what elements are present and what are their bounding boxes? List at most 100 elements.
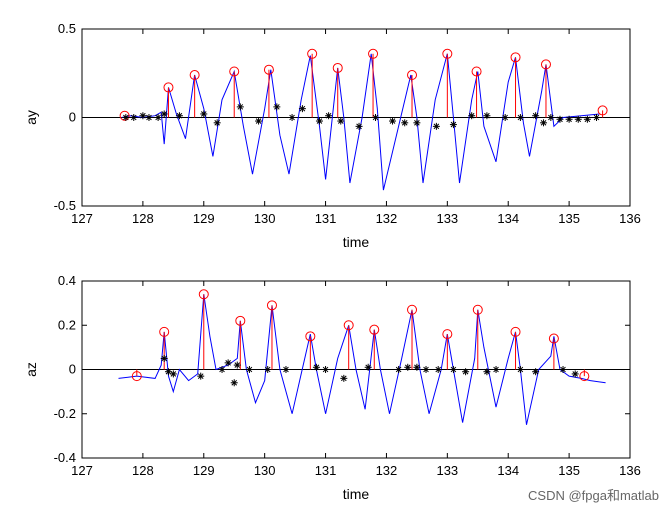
- star-marker: [340, 374, 348, 382]
- peak-marker: [305, 331, 316, 342]
- y-tick-label: -0.4: [54, 450, 76, 465]
- subplot-2: 127 128 129 130 131 132 133 134 135 136 -0.4 -0.2 0 0…: [23, 273, 641, 502]
- peak-marker: [159, 326, 170, 337]
- x-tick-label: 130: [254, 211, 276, 226]
- peak-marker: [548, 333, 559, 344]
- star-marker: [218, 366, 226, 373]
- star-marker: [468, 112, 476, 120]
- star-marker: [501, 114, 509, 121]
- x-tick-label: 136: [619, 463, 641, 478]
- star-marker: [139, 112, 147, 120]
- star-marker: [547, 114, 555, 121]
- x-tick-label: 132: [376, 211, 398, 226]
- x-tick-label: 133: [436, 211, 458, 226]
- x-tick-label: 134: [497, 463, 519, 478]
- star-marker: [559, 366, 567, 373]
- y-tick-label: 0.5: [58, 21, 76, 36]
- x-tick-label: 133: [436, 463, 458, 478]
- x-tick-label: 131: [315, 211, 337, 226]
- y-tick-label: 0.2: [58, 317, 76, 332]
- star-marker: [213, 119, 221, 127]
- star-marker: [197, 372, 205, 380]
- y-tick-label: 0: [69, 110, 76, 125]
- x-tick-label: 135: [558, 211, 580, 226]
- star-marker: [483, 368, 491, 376]
- peak-marker: [407, 304, 418, 315]
- star-marker: [312, 363, 320, 371]
- star-marker: [404, 363, 412, 371]
- peak-marker: [579, 371, 590, 382]
- y-tick-label: -0.2: [54, 406, 76, 421]
- star-marker: [236, 103, 244, 111]
- star-marker: [532, 368, 540, 376]
- star-marker: [145, 114, 153, 121]
- star-marker: [315, 117, 323, 125]
- star-marker: [175, 112, 183, 120]
- star-marker: [492, 366, 500, 373]
- star-marker: [337, 117, 345, 125]
- star-marker: [298, 105, 306, 113]
- y-axis-label: az: [23, 362, 39, 377]
- x-tick-label: 131: [315, 463, 337, 478]
- peak-marker: [266, 300, 277, 311]
- peak-marker: [597, 105, 608, 116]
- star-marker: [516, 366, 524, 373]
- x-tick-label: 132: [376, 463, 398, 478]
- star-marker: [264, 366, 272, 373]
- star-marker: [556, 115, 564, 123]
- star-marker: [230, 379, 238, 387]
- peak-marker: [189, 70, 200, 81]
- star-marker: [255, 117, 263, 125]
- star-marker: [245, 366, 253, 373]
- star-marker: [169, 370, 177, 378]
- star-marker: [288, 114, 296, 121]
- peak-marker: [343, 320, 354, 331]
- star-marker: [432, 122, 440, 130]
- star-marker: [540, 119, 548, 127]
- peak-marker: [307, 48, 318, 59]
- star-marker: [413, 119, 421, 127]
- peak-marker: [229, 66, 240, 77]
- star-marker: [200, 110, 208, 118]
- x-axis-label: time: [343, 486, 370, 502]
- star-marker: [322, 366, 330, 373]
- star-marker: [224, 359, 232, 367]
- peak-marker: [510, 52, 521, 63]
- star-marker: [449, 121, 457, 129]
- star-marker: [593, 114, 601, 121]
- star-marker: [273, 103, 281, 111]
- peak-marker: [471, 66, 482, 77]
- star-marker: [364, 363, 372, 371]
- star-marker: [413, 363, 421, 371]
- signal-line: [118, 294, 606, 425]
- peak-marker: [540, 59, 551, 70]
- star-marker: [282, 366, 290, 373]
- star-marker: [422, 366, 430, 373]
- star-marker: [154, 114, 162, 121]
- star-marker: [583, 115, 591, 123]
- peak-marker: [442, 48, 453, 59]
- peak-marker: [369, 324, 380, 335]
- y-tick-label: 0: [69, 362, 76, 377]
- y-tick-label: -0.5: [54, 198, 76, 213]
- star-marker: [371, 114, 379, 121]
- star-marker: [516, 114, 524, 121]
- star-marker: [325, 112, 333, 120]
- peak-marker: [119, 110, 130, 121]
- x-tick-label: 127: [71, 463, 93, 478]
- peak-marker: [472, 304, 483, 315]
- peak-marker: [263, 64, 274, 75]
- peak-marker: [407, 70, 418, 81]
- star-marker: [574, 115, 582, 123]
- y-tick-label: 0.4: [58, 273, 76, 288]
- star-marker: [160, 110, 168, 118]
- y-axis-label: ay: [23, 110, 39, 125]
- peak-marker: [368, 48, 379, 59]
- star-marker: [233, 361, 241, 369]
- subplot-1: 127 128 129 130 131 132 133 134 135 136 -0.5 0 0.5 ti…: [23, 21, 641, 250]
- star-marker: [565, 115, 573, 123]
- peak-marker: [163, 82, 174, 93]
- peak-marker: [235, 315, 246, 326]
- star-marker: [160, 354, 168, 362]
